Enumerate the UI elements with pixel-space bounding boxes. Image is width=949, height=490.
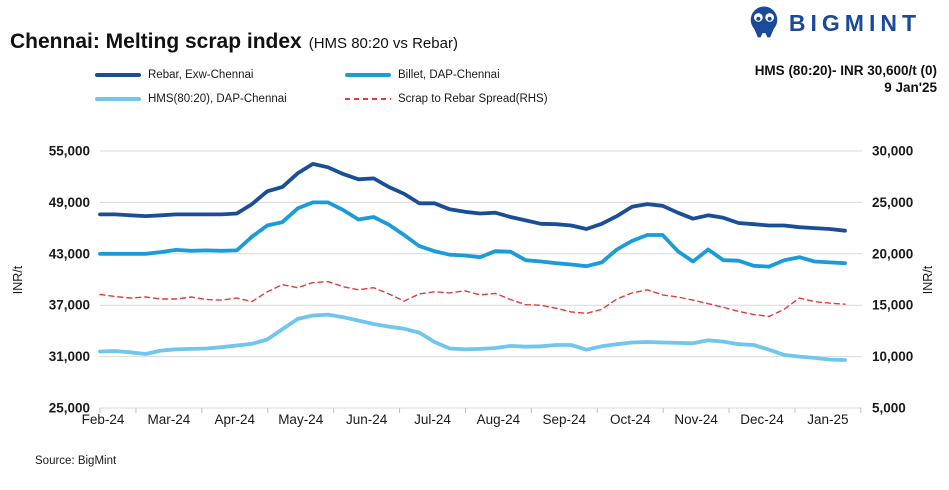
- x-axis-tick-label: Nov-24: [674, 412, 718, 427]
- legend-item-hms: HMS(80:20), DAP-Chennai: [95, 92, 287, 106]
- x-axis-tick-label: Mar-24: [148, 412, 191, 427]
- legend-label-rebar: Rebar, Exw-Chennai: [148, 69, 254, 81]
- y-axis-left-tick-label: 25,000: [49, 401, 90, 416]
- y-axis-right-title: INR/t: [921, 265, 935, 294]
- bigmint-logo-icon: [750, 6, 778, 38]
- bigmint-logo-text: BIGMINT: [788, 9, 921, 36]
- y-axis-left-tick-label: 37,000: [49, 298, 90, 313]
- page-title-row: Chennai: Melting scrap index (HMS 80:20 …: [10, 30, 458, 54]
- y-axis-right-tick-label: 10,000: [872, 349, 913, 364]
- page-title: Chennai: Melting scrap index: [10, 30, 302, 53]
- legend-item-rebar: Rebar, Exw-Chennai: [95, 68, 253, 82]
- series-line-billet: [98, 200, 847, 269]
- latest-price-label: HMS (80:20)- INR 30,600/t (0): [754, 63, 937, 78]
- legend-swatch-hms: [95, 97, 141, 101]
- x-axis-tick-label: May-24: [278, 412, 324, 427]
- x-axis-tick-label: Jun-24: [346, 412, 388, 427]
- x-axis-tick-label: Aug-24: [477, 412, 521, 427]
- x-axis-tick-label: Oct-24: [610, 412, 651, 427]
- y-axis-right-tick-label: 5,000: [872, 401, 906, 416]
- page-subtitle: (HMS 80:20 vs Rebar): [308, 35, 458, 52]
- legend-item-spread: Scrap to Rebar Spread(RHS): [345, 92, 548, 106]
- x-axis-tick-label: Feb-24: [82, 412, 125, 427]
- latest-price-block: HMS (80:20)- INR 30,600/t (0) 9 Jan'25: [755, 62, 937, 96]
- x-axis-tick-label: Dec-24: [740, 412, 784, 427]
- x-axis-tick-label: Apr-24: [215, 412, 256, 427]
- y-axis-right-tick-label: 15,000: [872, 298, 913, 313]
- y-axis-left-tick-label: 43,000: [49, 246, 90, 261]
- x-axis-tick-label: Jul-24: [414, 412, 451, 427]
- legend-label-billet: Billet, DAP-Chennai: [398, 69, 500, 81]
- x-axis-tick-label: Jan-25: [807, 412, 848, 427]
- y-axis-left-tick-label: 49,000: [49, 195, 90, 210]
- y-axis-right-tick-label: 30,000: [872, 144, 913, 159]
- series-line-spread: [99, 280, 846, 318]
- series-line-rebar: [98, 161, 847, 233]
- y-axis-right-tick-label: 25,000: [872, 195, 913, 210]
- y-axis-left-title: INR/t: [11, 265, 25, 294]
- legend-swatch-rebar: [95, 73, 141, 77]
- source-note: Source: BigMint: [35, 455, 117, 467]
- legend-swatch-billet: [345, 73, 391, 77]
- legend-label-hms: HMS(80:20), DAP-Chennai: [148, 93, 287, 105]
- series-line-hms: [98, 312, 847, 362]
- y-axis-right-tick-label: 20,000: [872, 246, 913, 261]
- legend-swatch-spread: [345, 98, 391, 100]
- x-axis-tick-label: Sep-24: [543, 412, 587, 427]
- bigmint-logo: BIGMINT: [747, 6, 921, 40]
- legend-label-spread: Scrap to Rebar Spread(RHS): [398, 93, 548, 105]
- y-axis-left-tick-label: 55,000: [49, 144, 90, 159]
- legend-item-billet: Billet, DAP-Chennai: [345, 68, 500, 82]
- y-axis-left-tick-label: 31,000: [49, 349, 90, 364]
- latest-price-date: 9 Jan'25: [884, 80, 937, 95]
